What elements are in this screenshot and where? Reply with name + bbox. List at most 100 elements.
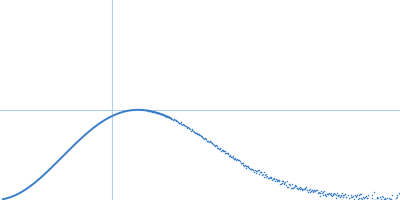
Point	[301, 187, 308, 190]
Point	[257, 170, 263, 174]
Point	[373, 196, 380, 199]
Point	[280, 181, 287, 184]
Point	[313, 188, 319, 192]
Point	[205, 140, 211, 143]
Point	[211, 143, 217, 146]
Point	[365, 193, 371, 197]
Point	[234, 158, 240, 161]
Point	[260, 172, 266, 175]
Point	[221, 150, 227, 153]
Point	[147, 110, 154, 113]
Point	[342, 193, 348, 196]
Point	[235, 159, 242, 162]
Point	[166, 116, 172, 119]
Point	[345, 196, 352, 199]
Point	[349, 195, 355, 199]
Point	[362, 196, 368, 199]
Point	[237, 161, 244, 164]
Point	[334, 194, 341, 197]
Point	[393, 196, 399, 200]
Point	[198, 135, 205, 138]
Point	[144, 109, 150, 112]
Point	[236, 159, 242, 162]
Point	[308, 188, 315, 191]
Point	[331, 191, 337, 194]
Point	[264, 174, 270, 177]
Point	[206, 139, 213, 143]
Point	[300, 187, 306, 191]
Point	[170, 118, 176, 121]
Point	[347, 199, 353, 200]
Point	[253, 170, 260, 173]
Point	[224, 151, 231, 155]
Point	[279, 181, 286, 184]
Point	[323, 195, 329, 198]
Point	[276, 178, 282, 181]
Point	[175, 121, 181, 124]
Point	[178, 121, 184, 124]
Point	[301, 188, 307, 191]
Point	[177, 121, 183, 124]
Point	[386, 196, 392, 200]
Point	[259, 173, 265, 177]
Point	[174, 120, 180, 123]
Point	[213, 143, 219, 146]
Point	[381, 198, 388, 200]
Point	[146, 110, 153, 113]
Point	[272, 178, 279, 181]
Point	[150, 110, 156, 113]
Point	[298, 188, 305, 191]
Point	[254, 169, 261, 172]
Point	[204, 139, 210, 142]
Point	[211, 144, 218, 147]
Point	[294, 186, 300, 189]
Point	[399, 197, 400, 200]
Point	[396, 191, 400, 194]
Point	[373, 198, 379, 200]
Point	[368, 199, 374, 200]
Point	[369, 196, 376, 199]
Point	[196, 133, 203, 136]
Point	[227, 154, 234, 157]
Point	[199, 135, 206, 138]
Point	[286, 182, 293, 185]
Point	[338, 194, 344, 197]
Point	[296, 186, 303, 189]
Point	[250, 168, 257, 171]
Point	[320, 194, 326, 197]
Point	[189, 128, 196, 131]
Point	[179, 123, 185, 126]
Point	[200, 138, 207, 141]
Point	[318, 189, 324, 192]
Point	[176, 122, 182, 125]
Point	[158, 112, 164, 115]
Point	[218, 148, 225, 151]
Point	[288, 183, 295, 186]
Point	[357, 192, 363, 195]
Point	[217, 147, 224, 150]
Point	[304, 189, 310, 192]
Point	[305, 190, 311, 193]
Point	[363, 197, 370, 200]
Point	[206, 140, 212, 143]
Point	[224, 152, 230, 155]
Point	[319, 191, 325, 195]
Point	[258, 170, 264, 173]
Point	[204, 139, 210, 142]
Point	[167, 117, 173, 120]
Point	[262, 173, 269, 176]
Point	[334, 191, 340, 194]
Point	[312, 190, 318, 193]
Point	[154, 112, 161, 115]
Point	[212, 144, 218, 147]
Point	[233, 158, 239, 161]
Point	[161, 114, 167, 117]
Point	[169, 118, 175, 121]
Point	[175, 121, 182, 125]
Point	[180, 122, 186, 125]
Point	[256, 173, 262, 176]
Point	[274, 178, 280, 182]
Point	[352, 195, 359, 198]
Point	[351, 198, 358, 200]
Point	[269, 178, 275, 181]
